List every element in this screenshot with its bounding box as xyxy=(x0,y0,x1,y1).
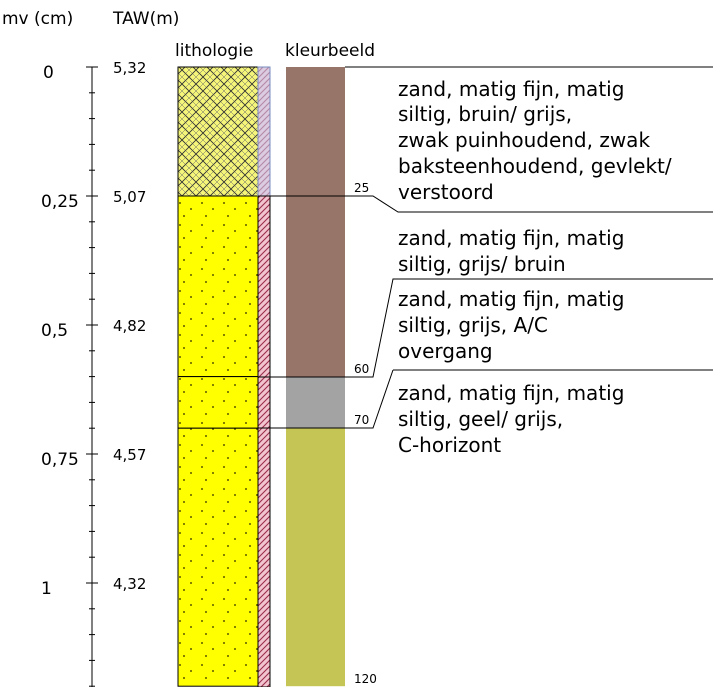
description-1-line-4: baksteenhoudend, gevlekt/ xyxy=(398,154,672,178)
description-1-line-3: zwak puinhoudend, zwak xyxy=(398,128,650,152)
color-column xyxy=(286,67,345,687)
depth-header: mv (cm) xyxy=(2,9,73,29)
color-layer xyxy=(286,67,345,377)
taw-label: 5,07 xyxy=(113,188,146,206)
description-1-line-1: zand, matig fijn, matig xyxy=(398,77,624,101)
description-4: zand, matig fijn, matig siltig, geel/ gr… xyxy=(398,381,631,457)
lithology-layer xyxy=(177,376,259,429)
description-3-line-3: overgang xyxy=(398,339,493,363)
depth-tick-labels: 0 0,25 0,5 0,75 1 xyxy=(41,63,79,599)
connector-25 xyxy=(258,195,713,213)
lithology-layer xyxy=(177,427,259,687)
taw-header: TAW(m) xyxy=(112,9,179,29)
description-1-line-5: verstoord xyxy=(398,180,494,204)
lithology-layer xyxy=(177,195,259,378)
depth-tick-label: 0 xyxy=(43,63,54,83)
depth-tick-label: 1 xyxy=(41,579,52,599)
connector-lines xyxy=(258,66,713,429)
description-4-line-3: C-horizont xyxy=(398,433,501,457)
connector-60 xyxy=(258,278,713,378)
depth-marker-25: 25 xyxy=(354,181,369,195)
taw-labels: 5,32 5,07 4,82 4,57 4,32 xyxy=(113,59,146,593)
description-4-line-1: zand, matig fijn, matig xyxy=(398,381,624,405)
lithology-column xyxy=(177,66,259,687)
depth-tick-label: 0,5 xyxy=(41,321,68,341)
description-2: zand, matig fijn, matig siltig, grijs/ b… xyxy=(398,226,631,276)
description-1: zand, matig fijn, matig siltig, bruin/ g… xyxy=(398,77,678,204)
taw-label: 5,32 xyxy=(113,59,146,77)
depth-axis-ticks xyxy=(86,66,98,687)
depth-tick-label: 0,25 xyxy=(41,192,79,212)
taw-label: 4,32 xyxy=(113,575,146,593)
description-3-line-2: siltig, grijs, A/C xyxy=(398,313,548,337)
depth-tick-label: 0,75 xyxy=(41,450,79,470)
depth-marker-70: 70 xyxy=(354,413,369,427)
taw-label: 4,57 xyxy=(113,446,146,464)
description-4-line-2: siltig, geel/ grijs, xyxy=(398,407,563,431)
lithology-layer xyxy=(177,66,259,197)
description-3: zand, matig fijn, matig siltig, grijs, A… xyxy=(398,287,631,363)
color-layer xyxy=(286,428,345,687)
depth-marker-120: 120 xyxy=(354,672,377,686)
description-2-line-2: siltig, grijs/ bruin xyxy=(398,252,566,276)
description-2-line-1: zand, matig fijn, matig xyxy=(398,226,624,250)
depth-marker-60: 60 xyxy=(354,362,369,376)
description-3-line-1: zand, matig fijn, matig xyxy=(398,287,624,311)
lithology-header: lithologie xyxy=(175,41,253,61)
color-layer xyxy=(286,376,345,429)
description-1-line-2: siltig, bruin/ grijs, xyxy=(398,102,572,126)
color-header: kleurbeeld xyxy=(285,41,375,61)
lithology-strip-top xyxy=(257,66,271,197)
taw-label: 4,82 xyxy=(113,317,146,335)
